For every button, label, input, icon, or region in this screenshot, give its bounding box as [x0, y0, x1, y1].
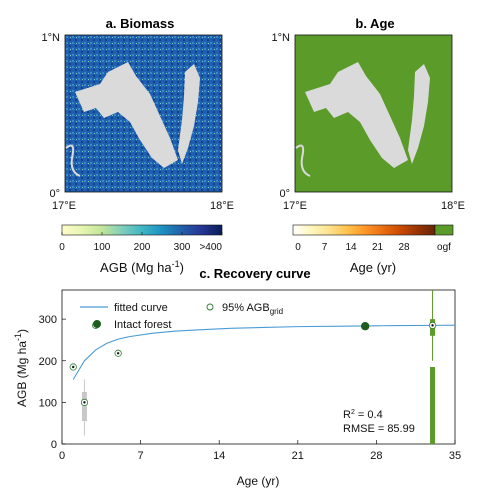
- age-colorbar-tick-label: 0: [295, 242, 301, 253]
- panel-a-lat-top: 1°N: [42, 32, 61, 44]
- biomass-river: [65, 144, 81, 177]
- agb-colorbar-tick-label: 200: [134, 242, 151, 253]
- legend-intact-label: Intact forest: [114, 319, 171, 331]
- age-water-east: [408, 64, 430, 164]
- age-colorbar-label: Age (yr): [350, 260, 396, 275]
- legend-fitted-label: fitted curve: [114, 302, 168, 314]
- panel-b-lon-right: 18°E: [441, 200, 465, 212]
- agb-colorbar-tick-label: 300: [174, 242, 191, 253]
- agb-colorbar: 0 100 200 300 >400 AGB (Mg ha-1): [59, 224, 222, 275]
- agb-colorbar-tick-label: 0: [59, 242, 65, 253]
- x-tick-label: 7: [138, 450, 144, 462]
- boxplot-box: [430, 367, 436, 444]
- panel-recovery: c. Recovery curve 0 7 14 21 28 35 0 100 200 300 A…: [13, 266, 461, 488]
- x-tick-label: 28: [370, 450, 382, 462]
- age-water-body: [305, 62, 408, 168]
- x-tick-label: 21: [292, 450, 304, 462]
- panel-b-lat-bottom: 0°: [279, 188, 290, 200]
- y-tick-label: 100: [39, 397, 57, 409]
- agb-colorbar-tick-label: >400: [199, 242, 222, 253]
- plot-area: 0 7 14 21 28 35 0 100 200 300: [39, 289, 461, 462]
- age-river: [295, 144, 311, 177]
- y-tick-label: 200: [39, 356, 57, 368]
- age-colorbar-ticks: 0 7 14 21 28 ogf: [295, 242, 451, 253]
- age-colorbar-tick-label: 21: [372, 242, 384, 253]
- panel-b-lon-left: 17°E: [283, 200, 307, 212]
- panel-b-title: b. Age: [355, 16, 394, 31]
- chart-title: c. Recovery curve: [199, 266, 310, 281]
- age-colorbar-tick-label: ogf: [437, 242, 451, 253]
- grid-point-center: [116, 352, 120, 355]
- agb-colorbar-tick-label: 100: [94, 242, 111, 253]
- panel-a-title: a. Biomass: [106, 16, 175, 31]
- fitted-curve-line: [72, 324, 456, 380]
- intact-forest-point: [360, 322, 370, 331]
- panel-a-lat-bottom: 0°: [49, 188, 60, 200]
- legend-intact-swatch: [93, 320, 101, 328]
- age-colorbar: 0 7 14 21 28 ogf Age (yr): [292, 224, 454, 275]
- panel-biomass: a. Biomass 1°N 0° 17°E 18°E: [42, 16, 234, 212]
- age-colorbar-tick-label: 7: [322, 242, 328, 253]
- agb-colorbar-ticks: 0 100 200 300 >400: [59, 232, 222, 253]
- legend-grid-swatch: [206, 303, 214, 311]
- age-colorbar-ogf-box: [434, 224, 454, 236]
- y-tick-label: 300: [39, 314, 57, 326]
- biomass-water-east: [178, 64, 200, 164]
- grid-point-center: [72, 365, 75, 369]
- r2-label: R2 = 0.4: [343, 409, 383, 421]
- panel-b-lat-top: 1°N: [272, 32, 291, 44]
- grid-point-center: [431, 324, 434, 327]
- x-tick-label: 0: [59, 450, 65, 462]
- panel-a-lon-right: 18°E: [210, 200, 234, 212]
- agb-colorbar-label: AGB (Mg ha-1): [100, 259, 184, 275]
- chart-legend: fitted curve Intact forest 95% AGBgrid: [80, 302, 283, 331]
- x-axis-label: Age (yr): [237, 474, 280, 488]
- age-colorbar-bar: [292, 224, 436, 236]
- age-colorbar-tick-label: 14: [345, 242, 357, 253]
- panel-age: b. Age 1°N 0° 17°E 18°E: [272, 16, 465, 212]
- plot-frame: [61, 289, 456, 445]
- x-tick-label: 35: [449, 450, 461, 462]
- legend-grid-label: 95% AGBgrid: [222, 302, 283, 316]
- boxplot-box: [81, 391, 87, 422]
- grid-point-center: [83, 401, 86, 404]
- y-tick-label: 0: [51, 439, 57, 451]
- age-colorbar-tick-label: 28: [398, 242, 410, 253]
- panel-a-lon-left: 17°E: [52, 200, 76, 212]
- x-tick-label: 14: [213, 450, 225, 462]
- rmse-label: RMSE = 85.99: [343, 423, 415, 435]
- y-axis-label: AGB (Mg ha-1): [13, 329, 29, 407]
- biomass-water-body: [75, 62, 178, 168]
